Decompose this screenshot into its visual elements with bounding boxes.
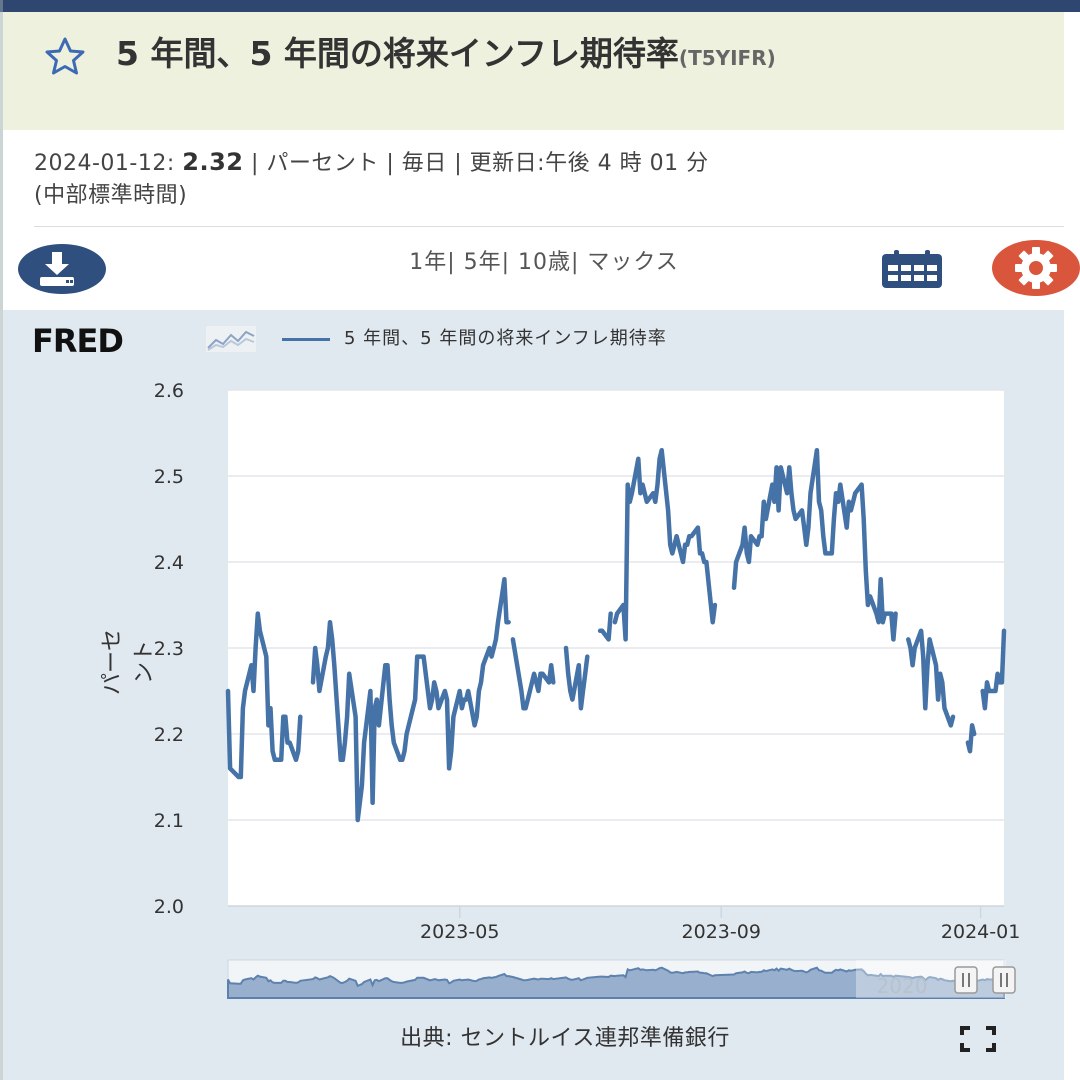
legend-label: 5 年間、5 年間の将来インフレ期待率	[344, 328, 667, 349]
calendar-icon[interactable]	[880, 250, 944, 290]
page-title: 5 年間、5 年間の将来インフレ期待率(T5YIFR)	[34, 30, 1044, 82]
y-tick-label: 2.6	[154, 380, 184, 402]
chart-legend: 5 年間、5 年間の将来インフレ期待率	[282, 324, 667, 350]
series-title: 5 年間、5 年間の将来インフレ期待率	[116, 34, 679, 73]
source-credit: 出典: セントルイス連邦準備銀行	[400, 1026, 730, 1051]
frame-left-edge	[0, 0, 3, 1080]
meta-details: | パーセント | 毎日 | 更新日:午後 4 時 01 分	[250, 151, 709, 176]
x-tick-label: 2024-01	[941, 921, 1020, 943]
series-line	[731, 447, 898, 642]
series-line	[310, 576, 511, 823]
x-tick-label: 2023-05	[420, 921, 499, 943]
navigator-handle[interactable]	[954, 966, 978, 994]
series-line	[906, 628, 956, 728]
meta-timezone: (中部標準時間)	[34, 183, 188, 208]
star-icon[interactable]	[34, 36, 94, 76]
download-button[interactable]	[18, 244, 106, 294]
gear-icon	[1015, 247, 1057, 289]
settings-button[interactable]	[992, 240, 1080, 296]
top-app-bar	[0, 0, 1080, 12]
series-meta: 2024-01-12: 2.32 | パーセント | 毎日 | 更新日:午後 4…	[34, 146, 1034, 212]
series-line	[563, 645, 590, 711]
fred-logo-graph-icon	[206, 326, 256, 352]
date-range-selector[interactable]: 1年| 5年| 10歳| マックス	[409, 250, 679, 275]
x-tick-label: 2023-09	[682, 921, 761, 943]
y-tick-label: 2.0	[154, 896, 184, 918]
navigator-handle[interactable]	[992, 966, 1016, 994]
navigator-window	[856, 960, 1006, 998]
series-line	[510, 637, 556, 711]
fullscreen-icon[interactable]	[960, 1026, 996, 1052]
y-tick-label: 2.4	[154, 552, 184, 574]
navigator-year-label: 2020	[877, 974, 928, 998]
chart-toolbar: 1年| 5年| 10歳| マックス	[0, 230, 1080, 310]
series-line	[965, 723, 977, 754]
series-line	[225, 611, 303, 780]
y-tick-label: 2.2	[154, 724, 184, 746]
observation-value: 2.32	[182, 148, 244, 176]
legend-swatch	[282, 337, 330, 341]
y-tick-label: 2.5	[154, 466, 184, 488]
navigator-area	[227, 966, 1005, 999]
divider	[34, 226, 1064, 227]
series-title-box	[3, 12, 1064, 130]
series-line	[597, 611, 613, 642]
observation-date: 2024-01-12:	[34, 151, 175, 176]
fred-logo: FRED	[32, 322, 124, 360]
y-tick-label: 2.1	[154, 810, 184, 832]
series-line	[980, 628, 1007, 711]
download-icon	[40, 252, 74, 286]
series-id: (T5YIFR)	[678, 46, 776, 70]
y-tick-label: 2.3	[154, 638, 184, 660]
series-line	[612, 447, 718, 642]
